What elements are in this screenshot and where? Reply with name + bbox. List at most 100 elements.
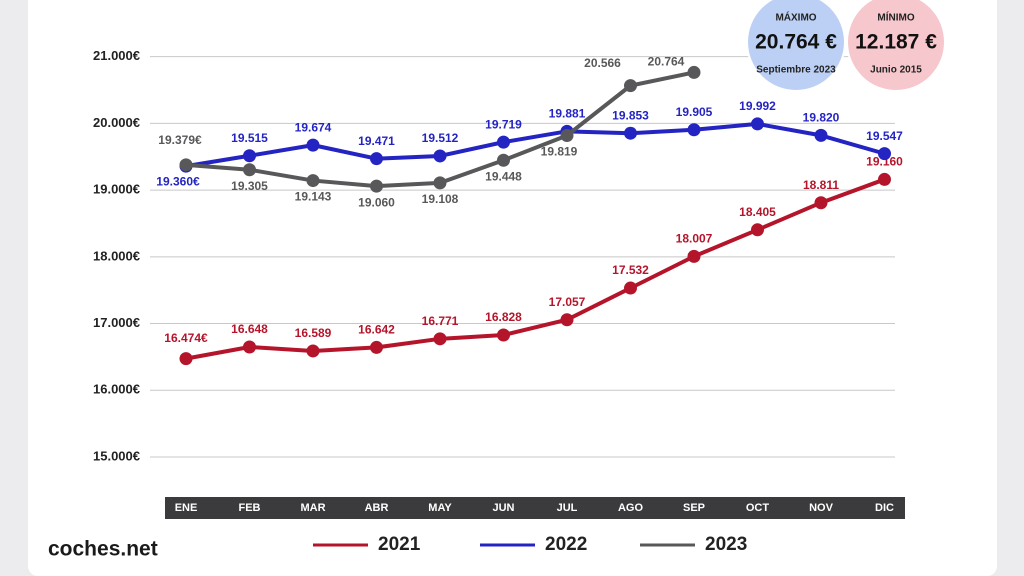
data-label: 19.719	[485, 117, 522, 131]
data-point	[687, 249, 701, 263]
card	[28, 0, 997, 576]
data-point	[179, 158, 193, 172]
data-point	[179, 352, 193, 366]
data-point	[370, 340, 383, 354]
data-label: 19.820	[803, 111, 840, 125]
data-point	[306, 344, 320, 358]
data-point	[243, 149, 256, 163]
data-label: 19.448	[485, 169, 522, 183]
data-label: 19.992	[739, 99, 776, 113]
data-label: 16.589	[295, 326, 332, 340]
data-label: 16.474€	[164, 331, 208, 345]
annotation-value: 20.764 €	[755, 31, 837, 54]
y-tick-label: 21.000€	[93, 48, 140, 63]
annotation-circle	[746, 0, 846, 92]
data-label: 20.764	[648, 55, 685, 69]
data-point	[814, 128, 828, 142]
data-label: 17.532	[612, 263, 649, 277]
data-label: 16.648	[231, 322, 268, 336]
data-point	[878, 172, 891, 186]
annotation-value: 12.187 €	[855, 31, 937, 54]
x-tick-label: DIC	[875, 502, 894, 514]
series-line	[185, 177, 886, 361]
data-label: 19.305	[231, 179, 268, 193]
data-point	[624, 126, 637, 140]
data-point	[433, 176, 447, 190]
data-point	[687, 65, 701, 79]
y-tick-label: 19.000€	[93, 182, 140, 197]
data-label: 16.828	[485, 310, 522, 324]
data-label: 17.057	[549, 295, 586, 309]
data-label: 19.512	[422, 131, 459, 145]
data-label: 19.853	[612, 108, 649, 122]
data-label: 19.819	[541, 145, 578, 159]
data-point	[687, 123, 701, 137]
data-point	[751, 117, 764, 131]
annotation-title: MÁXIMO	[775, 11, 816, 24]
logo: coches.net	[48, 538, 158, 561]
legend-label: 2022	[545, 534, 587, 555]
data-point	[370, 152, 383, 166]
data-point	[624, 281, 637, 295]
data-point	[433, 149, 447, 163]
x-tick-label: ABR	[365, 502, 389, 514]
annotation-note: Junio 2015	[870, 65, 922, 76]
x-tick-label: JUN	[492, 502, 514, 514]
data-label: 19.379€	[158, 133, 202, 147]
data-point	[814, 196, 828, 210]
data-point	[433, 332, 447, 346]
x-tick-label: SEP	[683, 502, 705, 514]
data-point	[497, 153, 510, 167]
series-line	[185, 121, 886, 169]
data-point	[751, 223, 764, 237]
data-point	[243, 163, 256, 177]
data-point	[560, 128, 574, 142]
data-point	[243, 340, 256, 354]
data-label: 19.108	[422, 192, 459, 206]
x-tick-label: MAR	[300, 502, 325, 514]
data-point	[624, 79, 637, 93]
data-label: 19.471	[358, 134, 395, 148]
data-label: 19.515	[231, 131, 268, 145]
x-tick-label: ENE	[175, 502, 198, 514]
legend-label: 2023	[705, 534, 747, 555]
data-label: 19.360€	[156, 174, 200, 188]
data-label: 18.405	[739, 205, 776, 219]
data-label: 19.547	[866, 129, 903, 143]
data-point	[560, 313, 574, 327]
y-tick-label: 20.000€	[93, 115, 140, 130]
data-label: 19.674	[295, 120, 332, 134]
x-tick-label: OCT	[746, 502, 770, 514]
data-label: 19.143	[295, 190, 332, 204]
data-label: 19.881	[549, 107, 586, 121]
data-point	[306, 174, 320, 188]
data-point	[878, 147, 891, 161]
x-tick-label: JUL	[557, 502, 578, 514]
data-point	[306, 138, 320, 152]
data-point	[497, 328, 510, 342]
data-label: 19.060	[358, 195, 395, 209]
annotation-note: Septiembre 2023	[756, 65, 836, 76]
data-label: 18.007	[676, 232, 713, 246]
data-label: 19.160	[866, 155, 903, 169]
x-tick-label: FEB	[239, 502, 261, 514]
y-tick-label: 18.000€	[93, 248, 140, 263]
data-label: 20.566	[584, 56, 621, 70]
data-label: 19.905	[676, 105, 713, 119]
data-point	[370, 179, 383, 193]
data-point	[497, 135, 510, 149]
y-tick-label: 17.000€	[93, 315, 140, 330]
data-label: 16.771	[422, 314, 459, 328]
y-tick-label: 16.000€	[93, 382, 140, 397]
legend-label: 2021	[378, 534, 421, 555]
annotation-title: MÍNIMO	[877, 11, 914, 24]
x-tick-label: AGO	[618, 502, 644, 514]
annotation-circle	[846, 0, 946, 92]
y-tick-label: 15.000€	[93, 448, 140, 463]
data-label: 18.811	[803, 178, 839, 192]
x-tick-label: MAY	[428, 502, 452, 514]
x-tick-label: NOV	[809, 502, 834, 514]
x-axis-band	[165, 497, 905, 519]
